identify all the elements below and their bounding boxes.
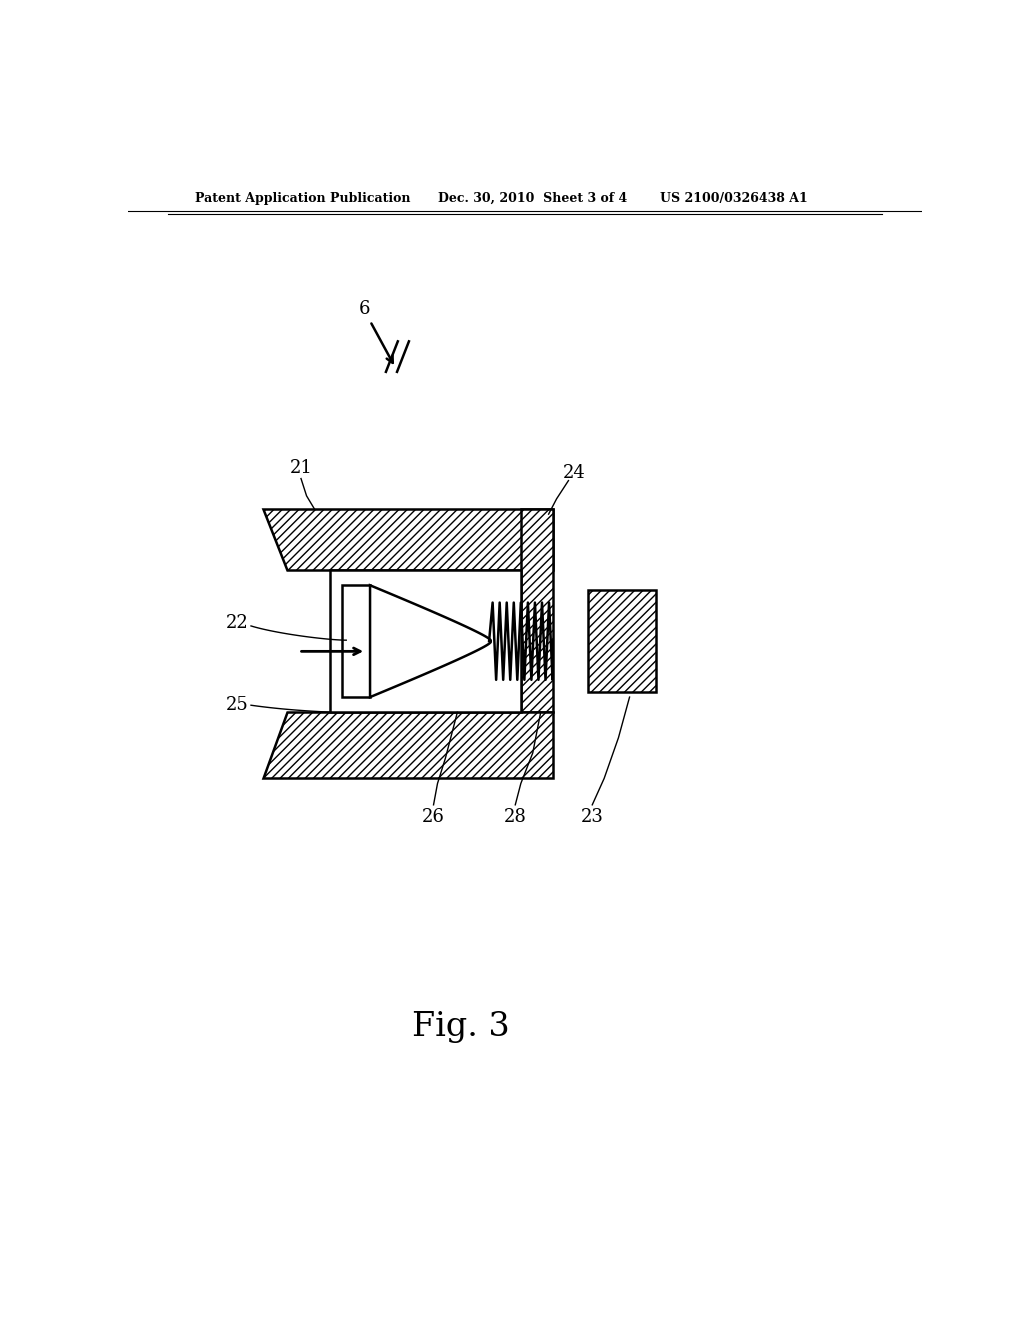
Text: Patent Application Publication: Patent Application Publication <box>196 191 411 205</box>
Text: Dec. 30, 2010  Sheet 3 of 4: Dec. 30, 2010 Sheet 3 of 4 <box>437 191 627 205</box>
Text: 25: 25 <box>226 696 249 714</box>
Text: 6: 6 <box>358 300 371 318</box>
Polygon shape <box>263 510 553 570</box>
Polygon shape <box>370 585 490 697</box>
Text: 21: 21 <box>290 459 312 478</box>
Text: 28: 28 <box>504 808 526 826</box>
Text: 26: 26 <box>422 808 445 826</box>
Text: 24: 24 <box>562 465 586 483</box>
Text: Fig. 3: Fig. 3 <box>413 1011 510 1043</box>
Bar <box>331 570 521 713</box>
Polygon shape <box>263 713 553 779</box>
Text: 22: 22 <box>226 614 249 632</box>
Text: 23: 23 <box>581 808 604 826</box>
Text: US 2100/0326438 A1: US 2100/0326438 A1 <box>659 191 808 205</box>
Bar <box>588 590 655 692</box>
Bar <box>342 585 370 697</box>
Bar <box>521 510 553 713</box>
